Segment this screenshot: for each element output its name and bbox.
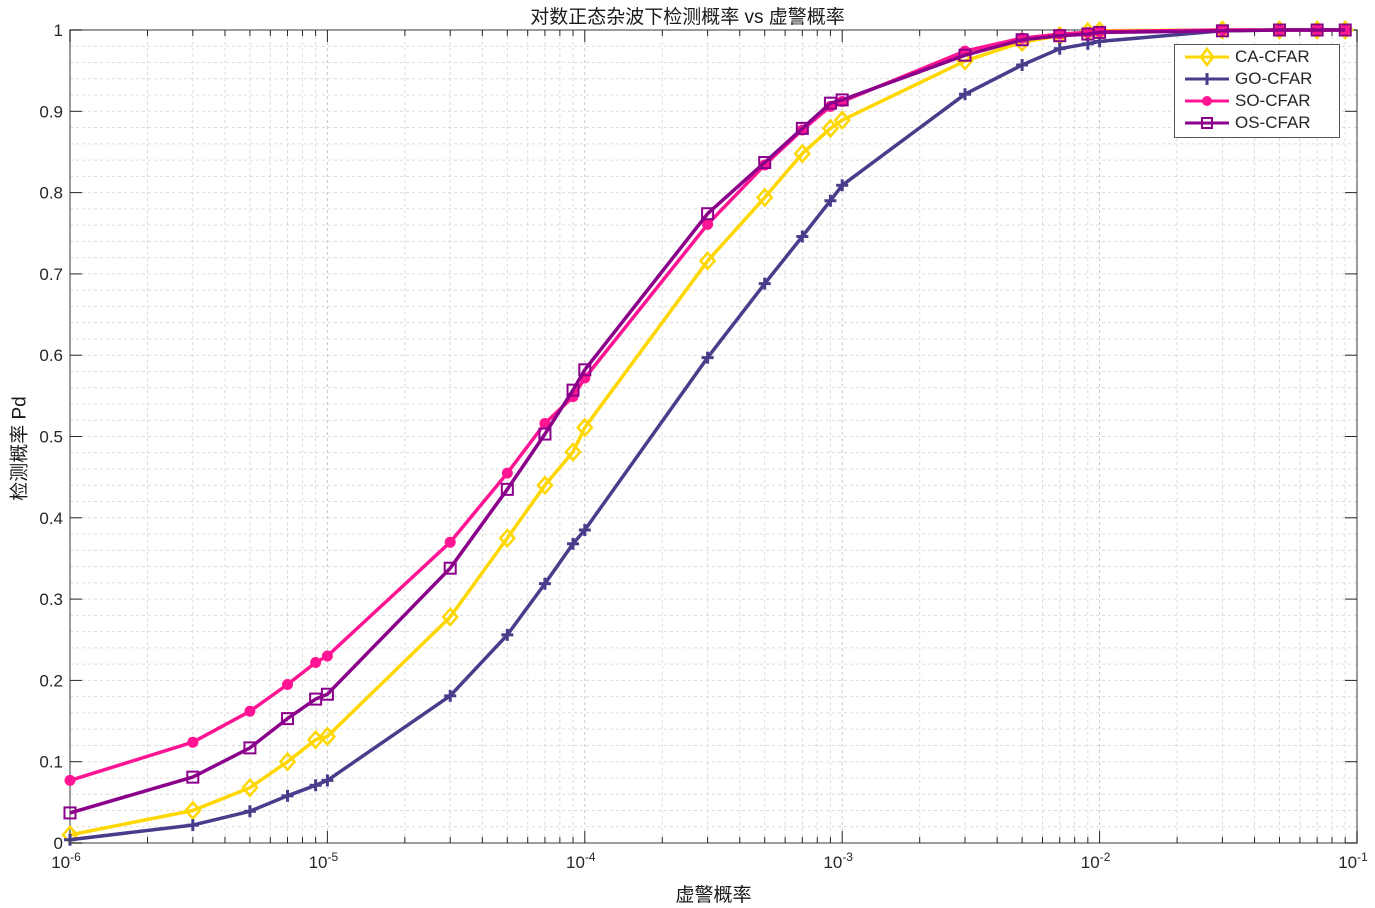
legend-label: GO-CFAR: [1235, 69, 1313, 88]
y-axis-label: 检测概率 Pd: [9, 396, 31, 501]
legend-item-so-cfar: SO-CFAR: [1175, 90, 1339, 112]
x-tick-label: 10-1: [1338, 850, 1368, 872]
chart-title: 对数正态杂波下检测概率 vs 虚警概率: [530, 7, 845, 28]
square-marker-icon: [1185, 117, 1229, 129]
legend-item-go-cfar: GO-CFAR: [1175, 68, 1339, 90]
circle-marker-icon: [1185, 96, 1229, 106]
y-tick-label: 0.7: [39, 265, 63, 284]
x-axis-label: 虚警概率: [675, 885, 752, 906]
x-tick-label: 10-5: [309, 850, 339, 872]
grid: [69, 29, 1357, 844]
legend: CA-CFAR GO-CFAR SO-CFAR OS-CFAR: [1174, 44, 1340, 138]
x-tick-label: 10-3: [823, 850, 853, 872]
y-tick-label: 0.2: [39, 671, 63, 690]
y-tick-label: 0.4: [39, 509, 63, 528]
y-tick-label: 0.9: [39, 102, 63, 121]
y-tick-label: 0: [54, 834, 63, 853]
x-tick-label: 10-6: [51, 850, 81, 872]
y-tick-label: 0.5: [39, 428, 63, 447]
series-os-cfar: [63, 23, 1352, 820]
y-tick-label: 0.8: [39, 184, 63, 203]
legend-item-os-cfar: OS-CFAR: [1175, 112, 1339, 134]
legend-label: OS-CFAR: [1235, 113, 1311, 132]
y-tick-label: 0.6: [39, 346, 63, 365]
y-tick-label: 0.1: [39, 753, 63, 772]
y-tick-label: 0.3: [39, 590, 63, 609]
series-so-cfar: [64, 24, 1351, 786]
legend-label: CA-CFAR: [1235, 47, 1310, 66]
y-tick-label: 1: [54, 21, 63, 40]
x-tick-label: 10-2: [1081, 850, 1111, 872]
plus-marker-icon: [1185, 73, 1229, 85]
x-tick-label: 10-4: [566, 850, 596, 872]
legend-label: SO-CFAR: [1235, 91, 1311, 110]
legend-item-ca-cfar: CA-CFAR: [1175, 46, 1339, 68]
diamond-marker-icon: [1185, 46, 1229, 68]
